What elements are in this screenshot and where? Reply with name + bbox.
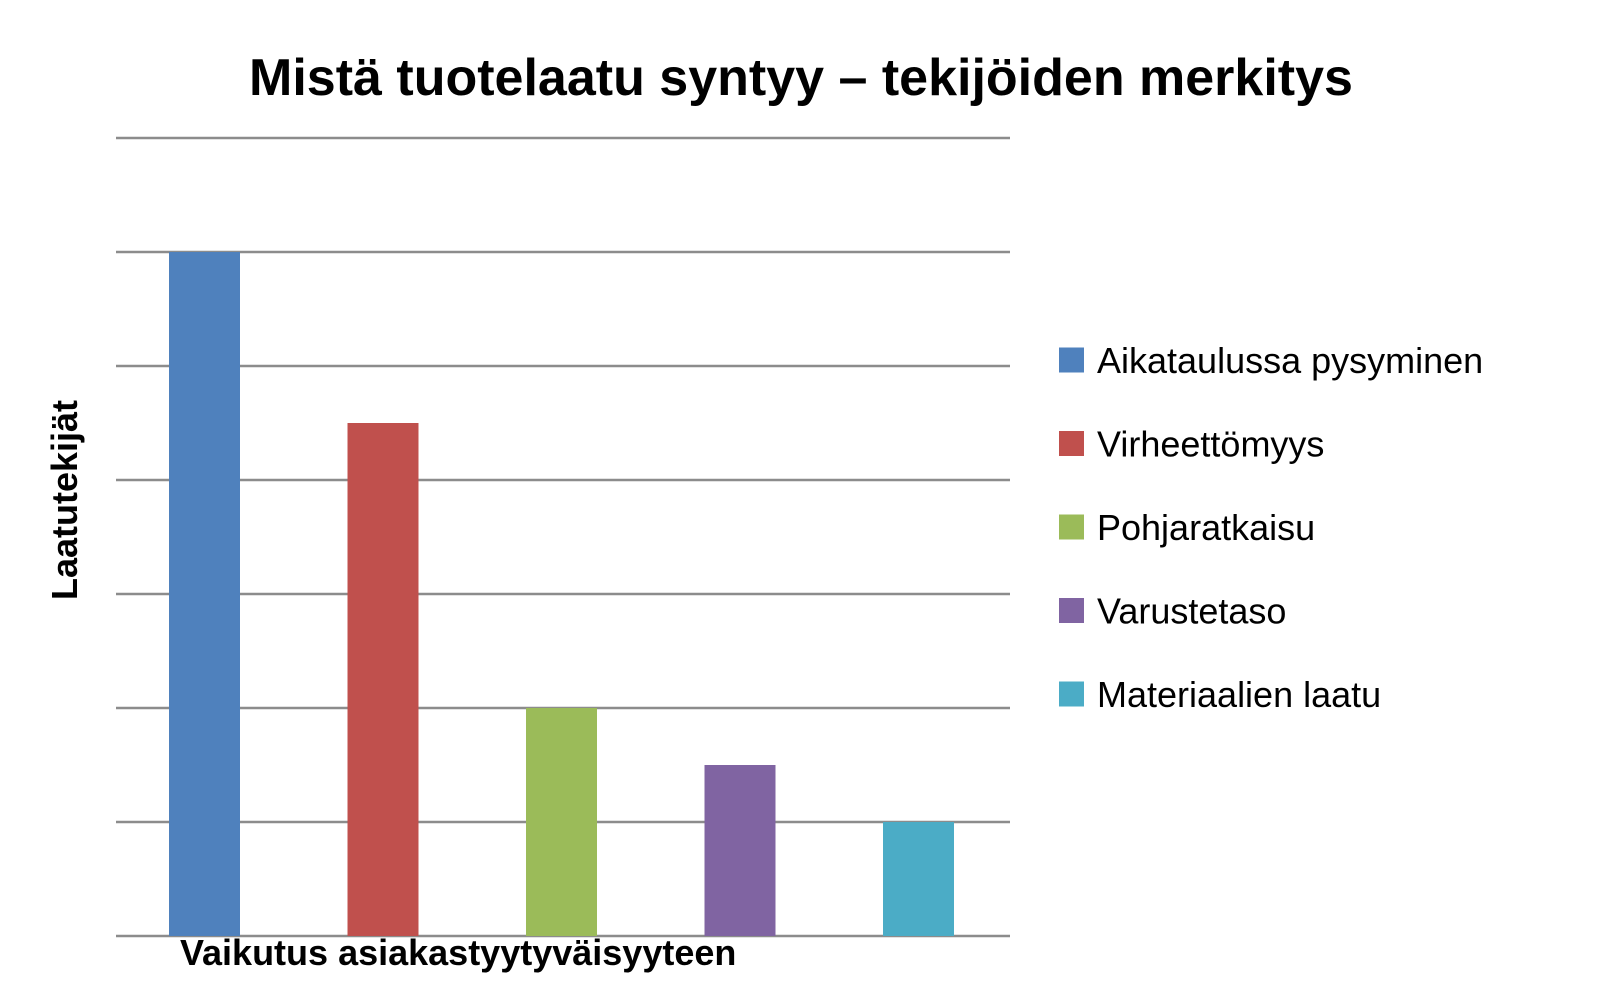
legend-label: Varustetaso [1097,591,1286,632]
bar-4 [704,765,776,936]
legend-swatch [1059,347,1084,373]
chart-title: Mistä tuotelaatu syntyy – tekijöiden mer… [249,49,1353,107]
legend: Aikataulussa pysyminen Virheettömyys Pohja… [1059,340,1483,715]
legend-swatch [1059,514,1084,540]
legend-label: Pohjaratkaisu [1097,507,1315,548]
legend-item: Pohjaratkaisu [1059,507,1315,548]
bar-3 [526,708,597,936]
legend-item: Varustetaso [1059,591,1286,632]
legend-item: Materiaalien laatu [1059,674,1381,715]
legend-label: Virheettömyys [1097,424,1324,465]
bar-1 [169,252,240,936]
y-axis-title: Laatutekijät [44,400,85,600]
legend-label: Aikataulussa pysyminen [1097,340,1483,381]
legend-swatch [1059,598,1084,623]
legend-item: Virheettömyys [1059,424,1324,465]
legend-swatch [1059,431,1084,456]
legend-label: Materiaalien laatu [1097,674,1381,715]
bar-2 [347,423,419,936]
legend-item: Aikataulussa pysyminen [1059,340,1483,381]
x-axis-title: Vaikutus asiakastyytyväisyyteen [180,932,736,973]
bars [169,252,954,936]
legend-swatch [1059,681,1084,707]
bar-5 [883,822,954,936]
